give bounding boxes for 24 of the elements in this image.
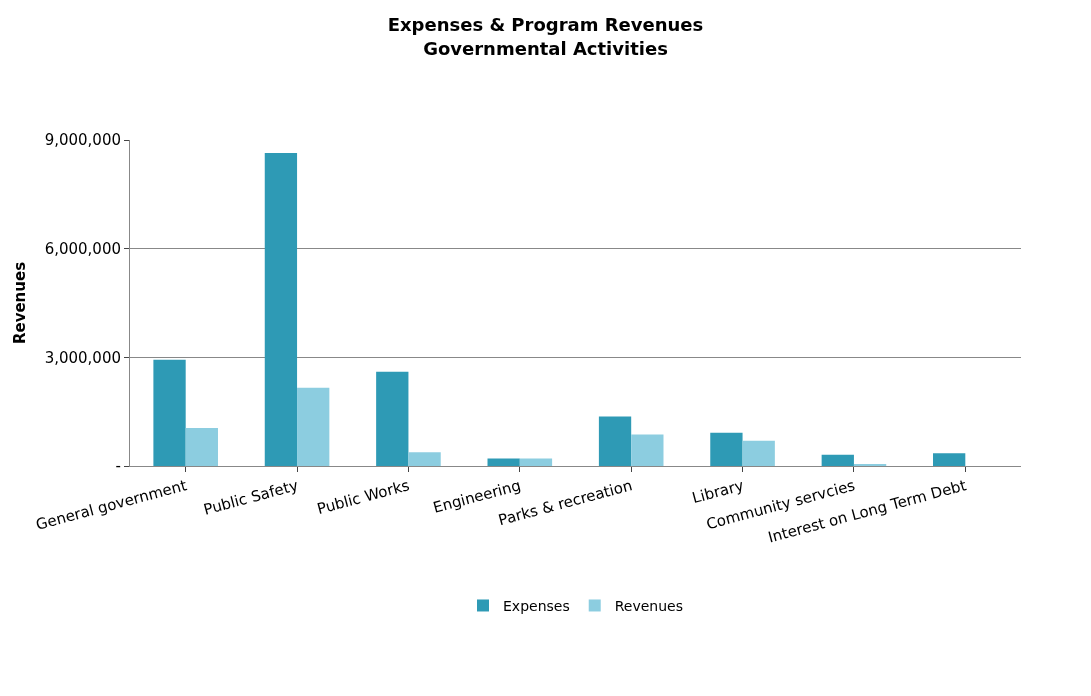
bar	[821, 454, 854, 466]
bar	[742, 440, 775, 466]
x-tick-label: Public Works	[315, 476, 412, 519]
bar	[297, 387, 330, 466]
y-tick-label: 9,000,000	[44, 131, 121, 150]
x-tick-label: Public Safety	[201, 476, 301, 519]
bar	[598, 416, 632, 466]
y-tick-label: 3,000,000	[44, 348, 121, 367]
y-tick-label: -	[115, 457, 121, 476]
chart-title: Expenses & Program Revenues Governmental Activities	[387, 14, 704, 59]
y-tick-label: 6,000,000	[44, 239, 121, 258]
legend-label: Revenues	[614, 597, 683, 614]
bar	[185, 427, 218, 466]
y-axis-title: Revenues	[10, 261, 29, 345]
bar	[376, 371, 409, 466]
bar	[519, 458, 553, 466]
legend-label: Expenses	[503, 597, 570, 614]
bar	[631, 434, 664, 466]
bar	[408, 452, 441, 466]
bar	[933, 453, 966, 466]
bar	[487, 458, 520, 466]
bar	[153, 359, 186, 466]
bar	[710, 432, 743, 466]
bar	[264, 153, 298, 466]
